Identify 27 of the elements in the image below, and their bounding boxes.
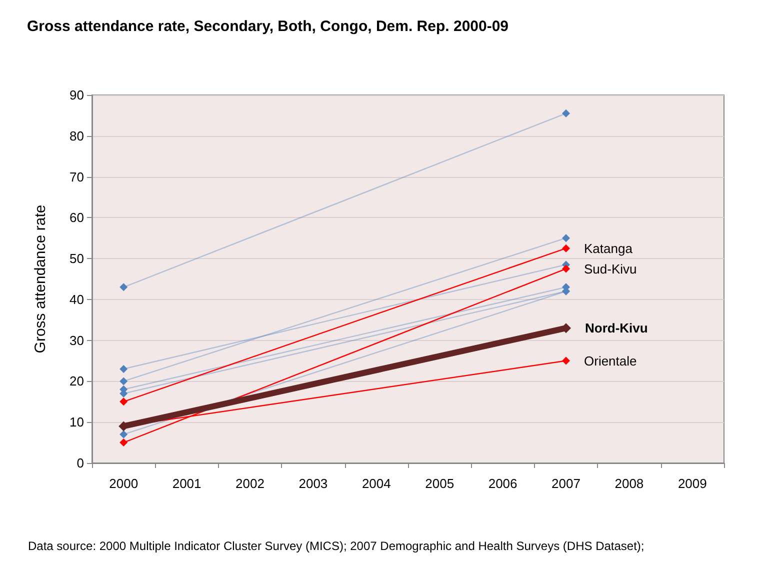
- series-label: Nord-Kivu: [585, 320, 648, 336]
- x-tick-label: 2000: [109, 476, 138, 491]
- x-tick-label: 2008: [614, 476, 644, 491]
- y-tick-label: 0: [76, 456, 84, 470]
- x-tick-label: 2002: [236, 476, 264, 491]
- x-tick-label: 2001: [172, 476, 202, 491]
- y-tick-label: 10: [70, 414, 84, 430]
- y-tick-label: 70: [70, 169, 84, 184]
- source-note: Data source: 2000 Multiple Indicator Cluster Survey (MICS); 2007 Demographic and Health Surveys (DHS Dataset);: [28, 539, 644, 553]
- x-tick-label: 2007: [552, 476, 580, 491]
- y-tick-label: 80: [70, 128, 84, 144]
- y-tick-label: 50: [70, 251, 84, 266]
- y-axis-title: Gross attendance rate: [32, 204, 49, 354]
- y-tick-label: 60: [70, 210, 84, 226]
- x-tick-label: 2009: [678, 476, 707, 491]
- y-tick-label: 40: [70, 292, 84, 307]
- chart-title: Gross attendance rate, Secondary, Both, Congo, Dem. Rep. 2000-09: [27, 18, 509, 35]
- y-tick-label: 20: [70, 374, 84, 389]
- y-tick-label: 90: [70, 88, 84, 102]
- series-label: Orientale: [584, 353, 637, 368]
- x-tick-label: 2005: [425, 476, 454, 491]
- y-tick-label: 30: [70, 332, 84, 348]
- series-label: Katanga: [584, 240, 634, 256]
- x-tick-label: 2003: [298, 476, 328, 491]
- x-tick-label: 2006: [488, 476, 518, 491]
- x-tick-label: 2004: [362, 476, 391, 491]
- series-label: Sud-Kivu: [584, 261, 637, 276]
